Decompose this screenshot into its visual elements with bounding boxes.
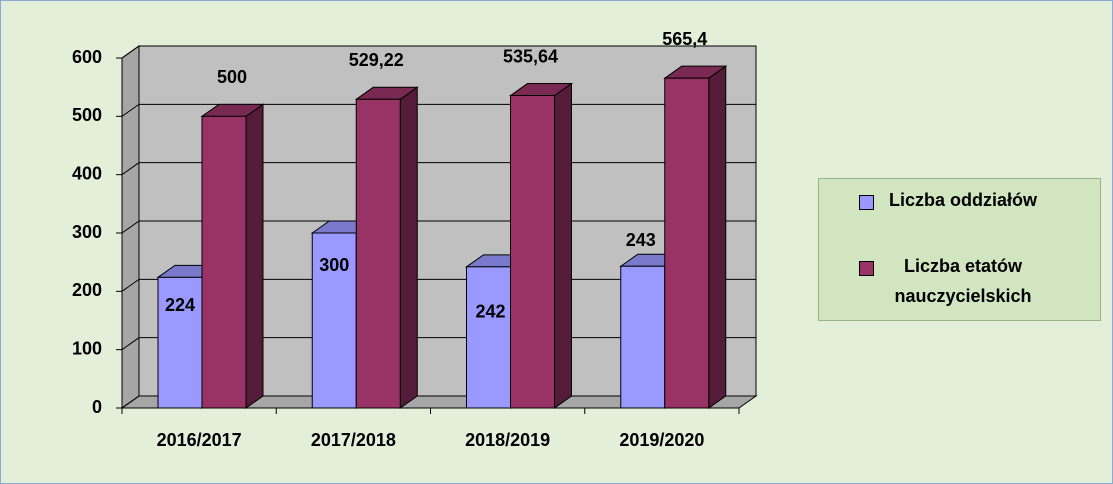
x-tick-label: 2019/2020 [619,430,704,450]
bar-front [201,115,247,409]
y-tick-label: 200 [72,280,102,300]
bar-front [311,232,357,409]
bar-front [157,276,203,409]
bar [200,103,265,409]
x-tick-label: 2017/2018 [311,430,396,450]
legend-label: Liczba etatów nauczycielskich [894,256,1032,306]
bar-front [620,265,666,409]
bar-side [245,103,264,409]
legend-entry: Liczba oddziałów [859,190,1048,215]
grid-line [121,45,756,59]
x-tick-label: 2016/2017 [157,430,242,450]
x-tick-label: 2018/2019 [465,430,550,450]
y-tick-label: 100 [72,338,102,358]
bar [508,82,574,409]
data-label: 243 [626,230,656,250]
legend-swatch [859,195,874,210]
legend-entry: Liczba etatów nauczycielskich [859,256,1048,311]
bar-front [510,95,555,409]
bar-front [355,98,401,409]
data-label: 565,4 [662,29,707,49]
bar-side [708,65,727,409]
y-tick-label: 0 [92,397,102,417]
bar [354,86,419,409]
data-label: 242 [475,302,505,322]
data-label: 529,22 [349,50,404,70]
legend: Liczba oddziałów Liczba etatów nauczyciel… [818,178,1101,321]
legend-label: Liczba oddziałów [888,190,1037,210]
bar-front [664,77,710,409]
data-label: 224 [165,295,195,315]
y-tick-label: 400 [72,163,102,183]
data-label: 300 [319,255,349,275]
bar-side [554,82,572,409]
y-tick-label: 500 [72,105,102,125]
y-tick-label: 600 [72,47,102,67]
data-label: 535,64 [503,46,558,66]
legend-swatch [859,261,874,276]
data-label: 500 [217,67,247,87]
y-tick-label: 300 [72,222,102,242]
bar-side [399,86,418,409]
bar-front [466,266,511,409]
bar [663,65,728,409]
